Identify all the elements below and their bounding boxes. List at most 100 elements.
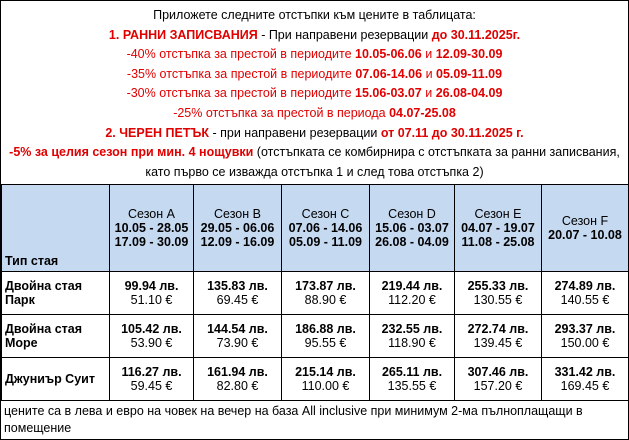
note-line: 2. ЧЕРЕН ПЕТЪК - при направени резерваци… [7, 124, 622, 144]
note-segment: -5% за целия сезон при мин. 4 нощувки [9, 145, 254, 160]
price-bgn: 232.55 лв. [381, 322, 443, 336]
price-eur: 140.55 € [560, 293, 610, 307]
price-cell: 99.94 лв. 51.10 € [109, 271, 194, 315]
price-table: Тип стая Сезон A 10.05 - 28.05 17.09 - 30.0… [1, 184, 628, 401]
note-segment: и [422, 66, 437, 81]
season-period: 12.09 - 16.09 [200, 235, 275, 249]
price-bgn: 219.44 лв. [381, 279, 443, 293]
price-cell: 255.33 лв. 130.55 € [454, 271, 542, 315]
price-cell: 116.27 лв. 59.45 € [109, 357, 194, 401]
price-bgn: 331.42 лв. [554, 365, 616, 379]
season-period: 07.06 - 14.06 [288, 221, 363, 235]
price-bgn: 265.11 лв. [381, 365, 443, 379]
season-header: Сезон F 20.07 - 10.08 [541, 184, 628, 272]
note-segment: (отстъпката се комбирнира с отстъпката з… [145, 145, 620, 179]
note-segment: 15.06-03.07 [355, 86, 422, 101]
season-period: 26.08 - 04.09 [375, 235, 449, 249]
header-room: Тип стая [1, 184, 110, 272]
note-segment: -35% отстъпка за престой в периодите [126, 66, 356, 81]
note-segment: 10.05-06.06 [355, 47, 422, 62]
price-bgn: 255.33 лв. [467, 279, 529, 293]
note-segment: 04.07-25.08 [389, 105, 456, 120]
season-period: 17.09 - 30.09 [114, 235, 189, 249]
price-bgn: 293.37 лв. [554, 322, 616, 336]
price-eur: 110.00 € [301, 379, 350, 393]
season-header: Сезон C 07.06 - 14.06 05.09 - 11.09 [281, 184, 370, 272]
note-segment: -25% отстъпка за престой в периода [173, 105, 390, 120]
price-cell: 272.74 лв. 139.45 € [454, 314, 542, 358]
note-segment: и [421, 47, 436, 62]
price-cell: 161.94 лв. 82.80 € [193, 357, 282, 401]
season-period: 04.07 - 19.07 [461, 221, 535, 235]
price-eur: 51.10 € [130, 293, 173, 307]
price-bgn: 105.42 лв. [121, 322, 182, 336]
price-eur: 169.45 € [560, 379, 610, 393]
price-bgn: 99.94 лв. [124, 279, 179, 293]
price-cell: 219.44 лв. 112.20 € [369, 271, 455, 315]
note-segment: 26.08-04.09 [435, 86, 503, 101]
price-cell: 293.37 лв. 150.00 € [541, 314, 628, 358]
season-header: Сезон D 15.06 - 03.07 26.08 - 04.09 [369, 184, 455, 272]
season-period: 05.09 - 11.09 [289, 235, 362, 249]
price-eur: 82.80 € [216, 379, 259, 393]
note-line: -40% отстъпка за престой в периодите 10.… [7, 45, 622, 65]
note-segment: -30% отстъпка за престой в периодите [126, 86, 356, 101]
price-eur: 53.90 € [130, 336, 173, 350]
price-cell: 105.42 лв. 53.90 € [109, 314, 194, 358]
price-cell: 307.46 лв. 157.20 € [454, 357, 542, 401]
price-bgn: 186.88 лв. [295, 322, 356, 336]
season-header: Сезон B 29.05 - 06.06 12.09 - 16.09 [193, 184, 282, 272]
season-name: Сезон F [561, 214, 609, 228]
price-eur: 88.90 € [304, 293, 347, 307]
season-name: Сезон E [474, 207, 522, 221]
note-segment: -40% отстъпка за престой в периодите [126, 47, 356, 62]
price-eur: 157.20 € [473, 379, 523, 393]
season-name: Сезон C [301, 207, 350, 221]
price-bgn: 173.87 лв. [295, 279, 356, 293]
season-period: 20.07 - 10.08 [548, 228, 622, 242]
price-eur: 150.00 € [560, 336, 610, 350]
price-eur: 69.45 € [216, 293, 259, 307]
room-name: Двойна стая Парк [1, 271, 110, 315]
header-row: Тип стая Сезон A 10.05 - 28.05 17.09 - 30.0… [1, 184, 628, 272]
price-cell: 274.89 лв. 140.55 € [541, 271, 628, 315]
price-eur: 130.55 € [473, 293, 523, 307]
price-cell: 232.55 лв. 118.90 € [369, 314, 455, 358]
room-row: Джуниър Суит 116.27 лв. 59.45 €161.94 лв. 8… [1, 357, 628, 401]
price-cell: 135.83 лв. 69.45 € [193, 271, 282, 315]
price-bgn: 215.14 лв. [295, 365, 356, 379]
note-segment: 2. ЧЕРЕН ПЕТЪК [105, 125, 210, 140]
price-cell: 265.11 лв. 135.55 € [369, 357, 455, 401]
discount-notes: Приложете следните отстъпки към цените в… [1, 1, 628, 184]
price-eur: 73.90 € [216, 336, 259, 350]
price-eur: 95.55 € [304, 336, 347, 350]
note-line: Приложете следните отстъпки към цените в… [7, 6, 622, 26]
season-period: 15.06 - 03.07 [375, 221, 449, 235]
price-cell: 186.88 лв. 95.55 € [281, 314, 370, 358]
season-period: 11.08 - 25.08 [461, 235, 535, 249]
note-segment: и [421, 86, 436, 101]
room-row: Двойна стая Море 105.42 лв. 53.90 €144.54 … [1, 314, 628, 358]
price-cell: 173.87 лв. 88.90 € [281, 271, 370, 315]
note-segment: - при направени резервации [209, 125, 381, 140]
note-segment: 12.09-30.09 [435, 47, 503, 62]
price-cell: 331.42 лв. 169.45 € [541, 357, 628, 401]
note-segment: 07.06-14.06 [355, 66, 423, 81]
price-eur: 118.90 € [388, 336, 436, 350]
room-name: Джуниър Суит [1, 357, 110, 401]
price-bgn: 274.89 лв. [554, 279, 616, 293]
price-bgn: 116.27 лв. [121, 365, 182, 379]
season-name: Сезон B [214, 207, 261, 221]
price-bgn: 161.94 лв. [207, 365, 268, 379]
season-period: 29.05 - 06.06 [200, 221, 275, 235]
room-row: Двойна стая Парк 99.94 лв. 51.10 €135.83 л… [1, 271, 628, 315]
note-line: -35% отстъпка за престой в периодите 07.… [7, 65, 622, 85]
note-line: -25% отстъпка за престой в периода 04.07… [7, 104, 622, 124]
season-name: Сезон A [128, 207, 175, 221]
note-segment: до 30.11.2025г. [431, 27, 521, 42]
price-eur: 135.55 € [387, 379, 437, 393]
note-line: 1. РАННИ ЗАПИСВАНИЯ - При направени резе… [7, 26, 622, 46]
note-line: -5% за целия сезон при мин. 4 нощувки (о… [7, 143, 622, 182]
room-name: Двойна стая Море [1, 314, 110, 358]
